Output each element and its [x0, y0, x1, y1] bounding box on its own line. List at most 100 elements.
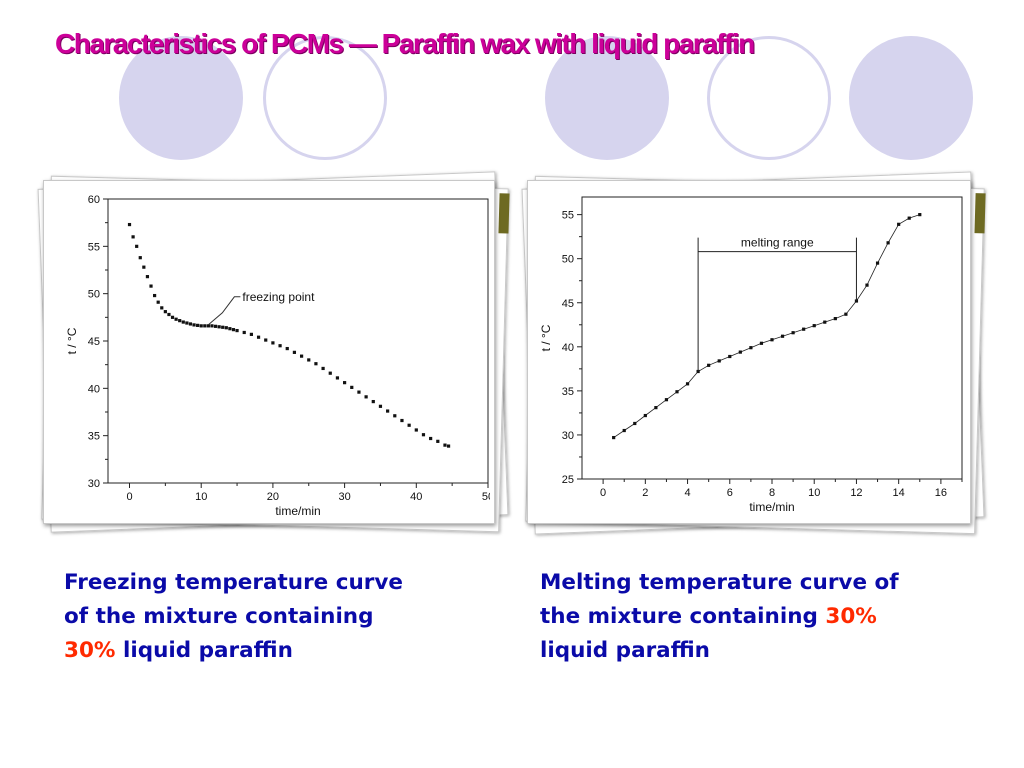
y-tick-label: 40: [562, 342, 574, 354]
data-point: [224, 326, 228, 330]
x-tick-label: 12: [850, 487, 862, 499]
freezing-chart-card: 0 10 20 30 40 50 30 35 40 45 50 55 60 time/min t / °C f…: [43, 180, 495, 524]
decorative-ring-1: [263, 36, 387, 160]
y-tick-label: 25: [562, 474, 574, 486]
data-point: [170, 315, 175, 319]
data-point: [135, 244, 139, 248]
y-tick-label: 60: [88, 194, 100, 206]
data-point: [181, 320, 185, 324]
y-tick-label: 55: [88, 241, 100, 253]
data-point: [196, 323, 200, 327]
y-tick-label: 40: [88, 383, 100, 395]
y-tick-label: 45: [88, 336, 100, 348]
data-point: [407, 423, 411, 427]
data-point: [400, 418, 404, 423]
data-point: [675, 390, 679, 394]
data-point: [149, 284, 153, 288]
data-point: [321, 366, 325, 371]
y-tick-label: 50: [88, 289, 100, 301]
caption-text: Freezing temperature curve of the mixtur…: [64, 570, 403, 629]
data-point: [206, 324, 210, 328]
data-point: [271, 341, 275, 345]
data-point: [153, 293, 157, 298]
decorative-ring-2: [707, 36, 831, 160]
data-point: [242, 330, 246, 335]
melting-caption: Melting temperature curve of the mixture…: [540, 566, 900, 668]
x-tick-label: 10: [195, 491, 207, 503]
x-tick-label: 8: [769, 487, 775, 499]
data-point: [728, 354, 732, 359]
x-tick-label: 40: [410, 491, 422, 503]
data-point: [685, 382, 690, 386]
data-point: [886, 241, 890, 245]
y-axis-label: t / °C: [539, 324, 553, 351]
data-point: [160, 306, 164, 310]
data-point: [622, 428, 626, 433]
data-point: [446, 444, 451, 448]
data-point: [217, 325, 221, 329]
data-point: [844, 312, 848, 316]
x-tick-label: 16: [935, 487, 947, 499]
x-tick-label: 2: [642, 487, 648, 499]
data-point: [717, 359, 721, 363]
data-point: [875, 261, 880, 265]
decorative-circle-3: [849, 36, 973, 160]
freezing-curve-chart: 0 10 20 30 40 50 30 35 40 45 50 55 60 time/min t / °C f…: [65, 194, 490, 517]
data-point: [203, 324, 207, 328]
data-point: [802, 327, 806, 331]
data-point: [443, 443, 447, 447]
melting-chart-card: 0 2 4 6 8 10 12 14 16 25 30 35 40 45 50 55 time/min t / °…: [527, 180, 971, 524]
caption-percentage: 30%: [64, 638, 116, 663]
data-point: [127, 222, 132, 227]
data-point: [364, 395, 368, 399]
data-point: [307, 358, 311, 362]
y-tick-label: 55: [562, 210, 574, 222]
data-point: [199, 324, 203, 328]
data-point: [314, 362, 318, 366]
melting-curve-chart: 0 2 4 6 8 10 12 14 16 25 30 35 40 45 50 55 time/min t / °…: [539, 196, 963, 514]
data-point: [131, 235, 135, 239]
data-point: [749, 346, 753, 350]
data-point: [654, 406, 658, 410]
data-point: [210, 324, 214, 328]
x-tick-label: 6: [727, 487, 733, 499]
plot-frame: [107, 198, 489, 484]
data-point: [156, 300, 160, 304]
data-point: [780, 334, 785, 338]
data-point: [228, 327, 232, 331]
freezing-caption: Freezing temperature curve of the mixtur…: [64, 566, 424, 668]
data-point: [264, 338, 268, 342]
data-point: [421, 433, 426, 437]
x-tick-label: 0: [126, 491, 132, 503]
data-point: [167, 312, 171, 317]
data-point: [633, 421, 637, 426]
data-point: [185, 321, 189, 325]
data-point: [213, 324, 218, 328]
data-point: [833, 317, 837, 321]
decorative-circle-2: [545, 36, 669, 160]
data-point: [907, 216, 911, 220]
data-point: [335, 376, 340, 380]
data-point: [221, 325, 225, 329]
data-point: [436, 439, 440, 443]
x-axis-label: time/min: [749, 500, 794, 514]
y-tick-label: 35: [562, 386, 574, 398]
data-point: [612, 435, 616, 440]
data-point: [371, 399, 375, 404]
data-point: [357, 390, 361, 394]
x-axis-label: time/min: [275, 504, 320, 517]
y-tick-label: 50: [562, 254, 574, 266]
data-point: [174, 317, 178, 321]
data-point: [285, 346, 289, 351]
caption-text: liquid paraffin: [115, 638, 293, 663]
caption-text: Melting temperature curve of the mixture…: [540, 570, 899, 629]
data-point: [707, 363, 711, 367]
freezing-point-annotation: freezing point: [242, 290, 315, 304]
data-point: [163, 310, 167, 314]
data-point: [393, 414, 397, 418]
data-point: [292, 350, 297, 354]
data-point: [429, 436, 433, 441]
data-point: [256, 335, 261, 339]
data-point: [138, 256, 142, 260]
data-point: [145, 275, 150, 279]
